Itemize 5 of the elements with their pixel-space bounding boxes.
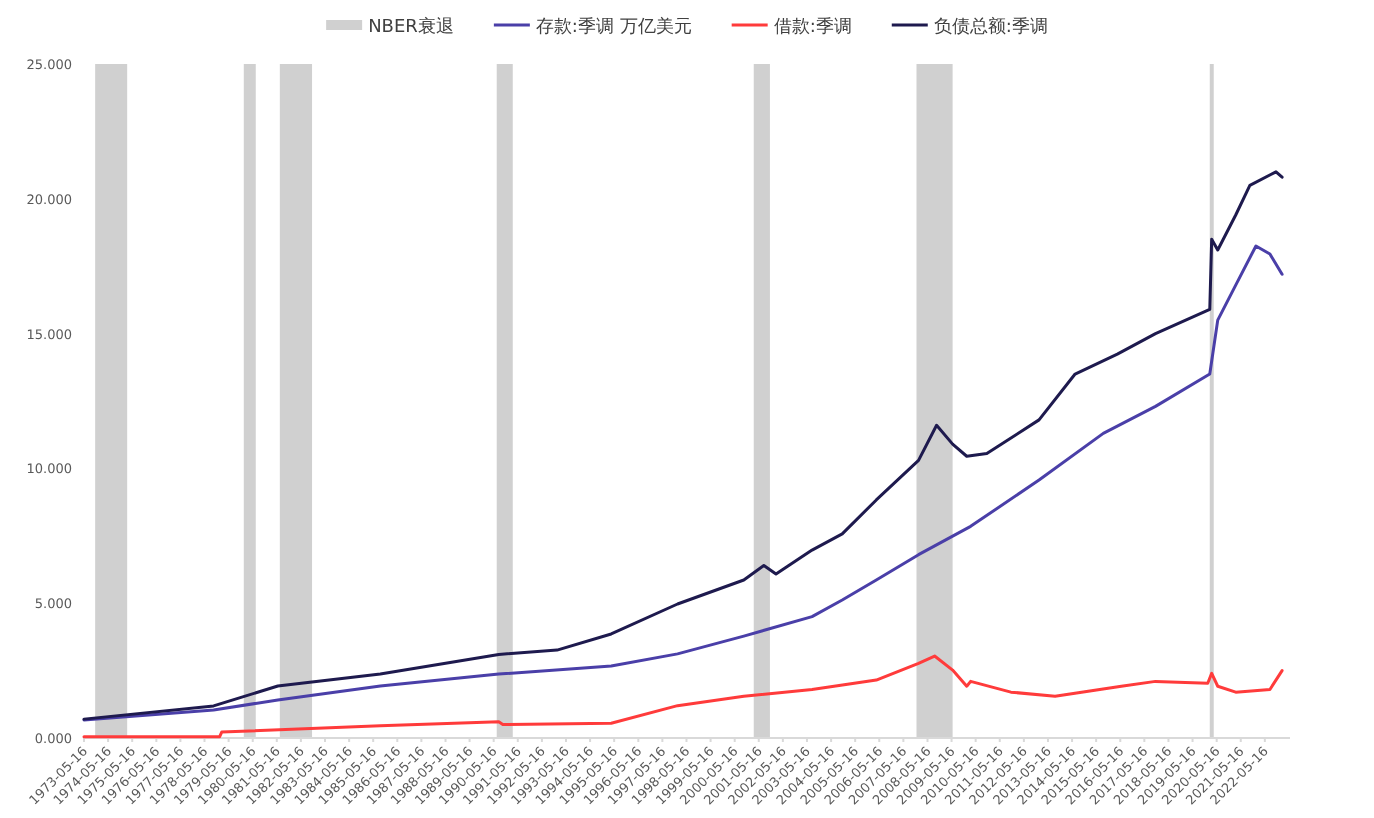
legend-label: NBER衰退 bbox=[368, 16, 454, 38]
legend-label: 负债总额:季调 bbox=[933, 16, 1048, 38]
legend-label: 存款:季调 万亿美元 bbox=[535, 16, 692, 38]
legend-label: 借款:季调 bbox=[773, 16, 852, 38]
line-series bbox=[82, 654, 1284, 739]
